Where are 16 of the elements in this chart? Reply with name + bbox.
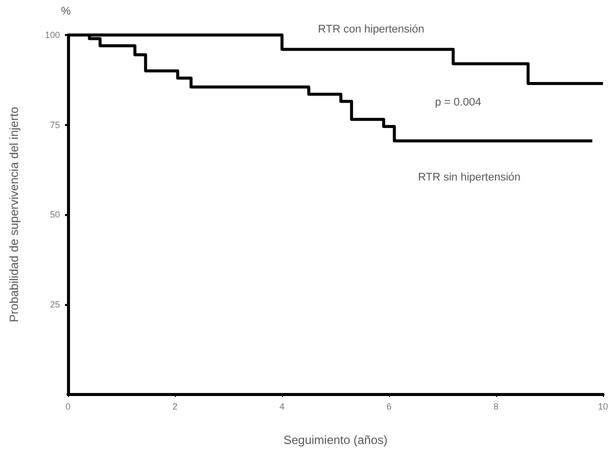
x-tick-label: 6 [386,402,392,412]
series-label: RTR con hipertensión [318,24,424,36]
y-tick-label: 50 [50,210,60,220]
x-tick-label: 4 [279,402,285,412]
x-tick-label: 8 [493,402,499,412]
text: RTR sin hipertensión [418,172,521,184]
x-axis-title: Seguimiento (años) [283,433,388,447]
y-tick-label: 75 [50,120,60,130]
x-tick-label: 2 [172,402,178,412]
x-tick-label: 10 [598,402,608,412]
annotation: p = 0.004 [435,96,482,108]
x-tick-label: 0 [65,402,71,412]
y-axis-title: Probabilidad de supervivencia del injerto [7,106,21,322]
text: % [61,6,71,18]
y-tick-label: 25 [50,299,60,310]
y-tick-label: 100 [44,30,60,40]
